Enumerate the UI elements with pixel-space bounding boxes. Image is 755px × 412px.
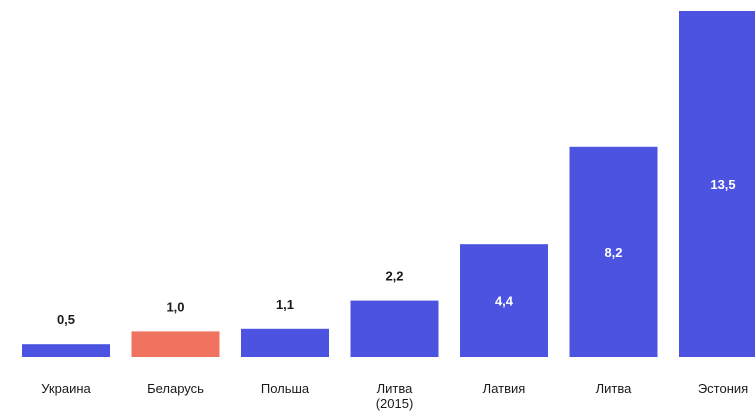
bar-value-label: 4,4 <box>495 294 514 309</box>
bar-value-label: 2,2 <box>385 269 403 284</box>
bar <box>569 146 658 357</box>
category-label: Украина <box>41 381 91 396</box>
bar <box>679 11 755 357</box>
category-label: Беларусь <box>147 381 204 396</box>
bars-group <box>22 11 755 357</box>
bar-value-label: 1,0 <box>166 299 184 314</box>
bar <box>460 244 548 357</box>
bar <box>350 300 439 357</box>
bar-value-label: 8,2 <box>604 245 622 260</box>
bar <box>241 328 329 357</box>
category-label: Польша <box>261 381 310 396</box>
bar <box>131 331 220 357</box>
labels-group: 0,5 Украина 1,0 Беларусь 1,1 Польша 2,2 Литва (2… <box>41 177 748 411</box>
bar-value-label: 0,5 <box>57 312 75 327</box>
category-label: Латвия <box>483 381 526 396</box>
bar-value-label: 1,1 <box>276 297 294 312</box>
category-label: Литва (2015) <box>376 381 414 411</box>
category-label: Литва <box>596 381 633 396</box>
category-label: Эстония <box>698 381 748 396</box>
bar <box>22 344 110 357</box>
bar-value-label: 13,5 <box>710 177 735 192</box>
